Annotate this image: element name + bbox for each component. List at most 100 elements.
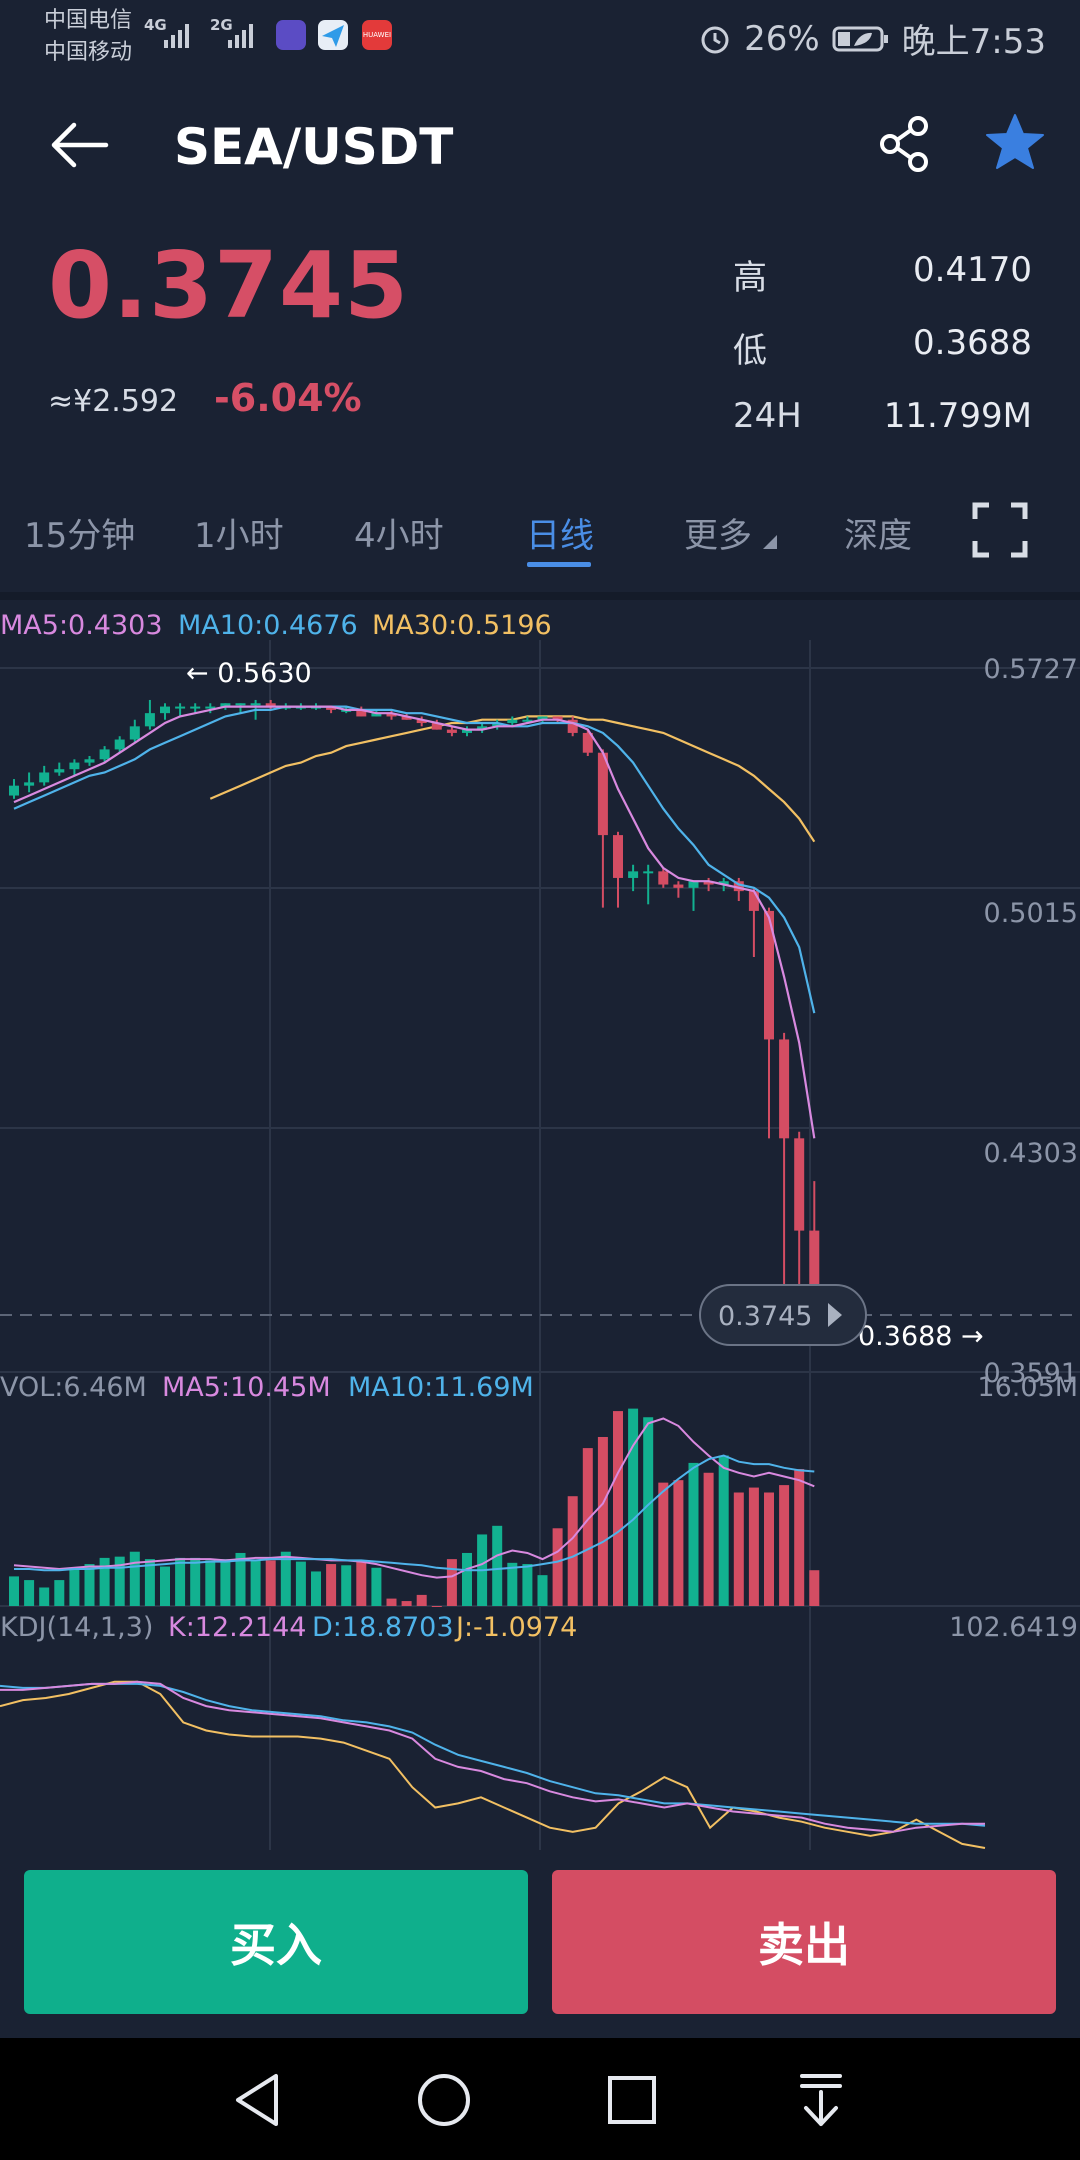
volume-bar — [9, 1576, 19, 1606]
volume-bar — [24, 1580, 35, 1606]
nav-recents-icon[interactable] — [606, 2074, 658, 2126]
buy-button[interactable]: 买入 — [24, 1870, 528, 2014]
tab-1hour[interactable]: 1小时 — [194, 516, 284, 556]
nav-notification-down-icon[interactable] — [798, 2070, 844, 2130]
volume-bar — [129, 1551, 140, 1606]
high-marker: ← 0.5630 — [186, 658, 312, 689]
carrier-2: 中国移动 — [44, 40, 133, 65]
candle-body — [160, 706, 170, 714]
kdj-legend: KDJ(14,1,3) — [0, 1612, 153, 1643]
candle-body — [643, 871, 654, 874]
candle-body — [462, 729, 472, 733]
page-title: SEA/USDT — [174, 118, 454, 176]
candle-body — [446, 729, 457, 733]
volume-bar — [220, 1559, 231, 1606]
volume-bar — [613, 1411, 623, 1606]
ma5-polyline — [13, 705, 816, 1139]
play-triangle-icon — [828, 1303, 842, 1327]
volume-bar — [99, 1557, 110, 1606]
volume-bar — [733, 1492, 744, 1606]
buy-button-label: 买入 — [230, 1918, 322, 1972]
tab-depth[interactable]: 深度 — [844, 516, 912, 556]
candles — [9, 699, 820, 1341]
volume-bar — [567, 1496, 578, 1606]
network-type-2: 2G — [210, 16, 233, 34]
volume-bar — [295, 1561, 306, 1606]
tab-15min[interactable]: 15分钟 — [24, 516, 136, 556]
price-axis-label: 0.5015 — [984, 898, 1078, 929]
candle-body — [326, 706, 337, 710]
share-icon[interactable] — [878, 114, 932, 174]
volume-bar — [703, 1472, 714, 1606]
volume-bar — [250, 1560, 261, 1606]
candle-body — [552, 716, 563, 720]
kdj-j-polyline — [0, 1680, 986, 1849]
candle-body — [235, 703, 246, 706]
candle-body — [718, 881, 729, 885]
volume-bar — [462, 1552, 472, 1606]
volume-bar — [54, 1580, 65, 1606]
kline-chart[interactable]: MA5:0.4303 MA10:0.4676 MA30:0.5196 0.572… — [0, 600, 1080, 1850]
volume-bar — [492, 1525, 503, 1606]
nav-home-icon[interactable] — [416, 2072, 472, 2128]
candle-body — [688, 881, 699, 888]
price-axis-label: 0.5727 — [984, 654, 1078, 685]
tab-more[interactable]: 更多 — [684, 508, 777, 557]
volume-bar — [597, 1436, 608, 1606]
fullscreen-icon[interactable] — [972, 502, 1028, 558]
volume-bar — [522, 1564, 533, 1606]
carrier-1: 中国电信 — [44, 8, 133, 33]
candle-body — [250, 703, 261, 706]
volume-bar — [507, 1562, 518, 1606]
vol-legend: VOL:6.46M — [0, 1372, 147, 1403]
nav-back-icon[interactable] — [232, 2072, 282, 2128]
volume-bar — [235, 1552, 246, 1606]
sell-button[interactable]: 卖出 — [552, 1870, 1056, 2014]
current-price-tag[interactable]: 0.3745 — [699, 1284, 867, 1346]
candle-body — [371, 713, 382, 717]
tab-4hour[interactable]: 4小时 — [354, 516, 444, 556]
candle-body — [658, 871, 669, 885]
volume-ma5-polyline — [13, 1417, 815, 1579]
volume-bar — [205, 1560, 216, 1606]
send-app-icon — [318, 20, 348, 50]
candle-body — [733, 881, 744, 892]
price-change: -6.04% — [214, 376, 362, 420]
candle-body — [220, 703, 231, 707]
favorite-star-icon[interactable] — [984, 112, 1046, 172]
kdj-k-legend: K:12.2144 — [168, 1612, 306, 1643]
candle-body — [628, 871, 639, 878]
volume-bar — [809, 1570, 820, 1606]
signal-icon-2 — [228, 22, 253, 48]
volume-ma10-polyline — [14, 1454, 815, 1572]
current-price-tag-label: 0.3745 — [718, 1301, 812, 1332]
candle-body — [431, 723, 442, 730]
back-arrow-icon[interactable] — [50, 120, 110, 170]
divider — [0, 592, 1080, 600]
volume-bar — [673, 1480, 684, 1606]
ma30-legend: MA30:0.5196 — [372, 610, 552, 641]
candle-body — [567, 719, 578, 733]
chart-grid — [0, 640, 1080, 1850]
battery-percent: 26% — [744, 18, 820, 59]
system-nav-bar — [0, 2038, 1080, 2160]
tab-daily[interactable]: 日线 — [526, 516, 594, 556]
volume-bar — [748, 1487, 759, 1606]
volume-bar — [371, 1567, 382, 1606]
candle-body — [401, 716, 412, 720]
candle-body — [9, 785, 19, 796]
volume-24h-label: 24H — [733, 396, 802, 436]
candle-body — [175, 706, 186, 709]
volume-bar — [69, 1568, 80, 1606]
volume-bar — [431, 1606, 442, 1607]
candle-body — [522, 719, 533, 722]
price-axis-label: 0.3591 — [984, 1358, 1078, 1389]
app-notification-icon — [276, 20, 306, 50]
battery-icon — [832, 26, 888, 51]
ma30-polyline — [209, 715, 816, 843]
sell-button-label: 卖出 — [758, 1918, 850, 1972]
volume-bar — [84, 1564, 95, 1606]
candle-body — [190, 706, 201, 709]
volume-bar — [341, 1565, 352, 1606]
active-tab-indicator — [527, 562, 591, 567]
